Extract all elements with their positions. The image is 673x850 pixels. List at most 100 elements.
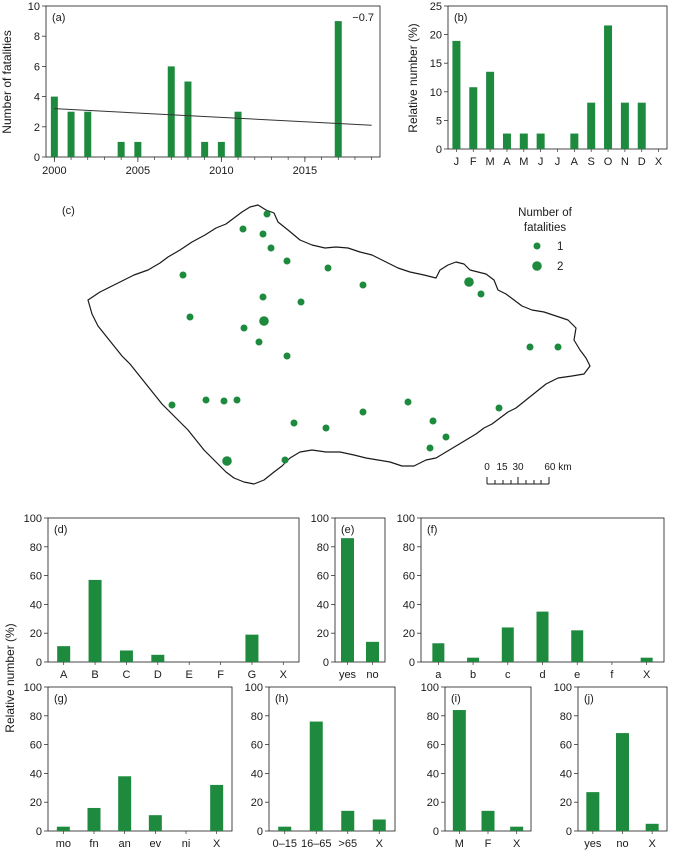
y-tick-label: 40 [427,768,439,780]
fatality-dot [426,444,434,452]
y-tick-label: 0 [34,152,40,164]
panel-g-chart: 0 20 40 60 80 100 (g) mo fn an ev ni X [24,682,233,850]
x-tick-label: D [154,669,162,681]
legend-title-line1: Number of [518,207,572,219]
bar [366,641,379,662]
fatality-dot [324,264,332,272]
x-tick-label: 2015 [293,165,317,177]
x-tick-label: mo [56,838,71,850]
x-tick-label: D [638,156,646,168]
trend-annotation: −0.7 [352,12,374,24]
panel-e-chart: 0 20 40 60 80 100 (e) yes no [311,513,386,681]
x-tick-label: J [538,156,544,168]
x-tick-label: E [186,669,193,681]
y-tick-label: 80 [30,711,42,723]
bar [587,102,596,149]
bar [245,634,259,662]
bar [148,815,162,831]
y-tick-label: 20 [560,797,572,809]
y-tick-label: 4 [34,92,40,104]
x-tick-label: M [455,838,464,850]
fatality-dot [297,298,305,306]
fatality-dot [255,338,263,346]
x-tick-label: A [503,156,511,168]
fatality-dot [263,210,271,218]
plot-frame [447,5,668,150]
panel-d-chart: 0 20 40 60 80 100 (d) A B C D E F G X [24,513,300,681]
bar [536,611,549,662]
y-tick-label: 15 [430,58,442,70]
fatality-dot [359,281,367,289]
x-tick-label: X [376,838,384,850]
bar [210,784,224,831]
x-tick-label: X [655,156,663,168]
y-tick-label: 60 [30,740,42,752]
y-tick-label: 2 [34,122,40,134]
fatality-dot [495,404,503,412]
bar [645,823,659,831]
y-tick-label: 60 [317,571,329,583]
x-tick-label: J [555,156,561,168]
x-tick-label: 0–15 [273,838,297,850]
fatality-dot [220,397,228,405]
x-tick-label: X [513,838,521,850]
panel-label: (e) [341,524,354,536]
country-border [87,204,591,485]
x-tick-label: an [119,838,131,850]
bar [620,102,629,149]
bar [640,657,653,662]
y-tick-label: 20 [317,628,329,640]
fatality-dot-two [464,277,474,287]
bar [117,141,125,157]
x-tick-label: fn [89,838,98,850]
panel-label: (c) [62,205,75,217]
bar [184,81,192,157]
x-tick-label: B [91,669,98,681]
panel-c-map: (c) [62,204,591,485]
x-tick-label: c [505,669,511,681]
y-tick-label: 40 [403,599,415,611]
bar [452,40,461,149]
x-tick-label: no [616,838,628,850]
bar [536,133,545,149]
x-tick-label: d [539,669,545,681]
y-tick-label: 20 [251,797,263,809]
plot-frame [47,686,233,832]
legend-label-one: 1 [557,241,563,253]
y-tick-label: 60 [403,571,415,583]
bar [571,630,584,662]
x-tick-label: C [122,669,130,681]
x-tick-label: F [485,838,492,850]
fatality-dot [233,396,241,404]
x-tick-label: M [486,156,495,168]
bar [278,826,292,831]
y-tick-label: 60 [251,740,263,752]
y-tick-label: 5 [436,115,442,127]
panel-i-chart: 0 20 40 60 80 100 (i) M F X [421,682,532,850]
x-tick-label: X [280,669,288,681]
plot-frame [334,517,386,663]
x-tick-label: G [248,669,257,681]
fatality-dot [526,343,534,351]
map-legend: Number of fatalities 1 2 [518,207,572,273]
fatality-dot [202,396,210,404]
fatality-dot [322,424,330,432]
bar [637,102,646,149]
bar [56,826,70,831]
y-tick-label: 100 [24,682,42,694]
bar [309,721,323,831]
scale-bar: 0 15 30 60 km [484,462,572,485]
y-tick-label: 0 [257,826,263,838]
x-tick-label: S [588,156,595,168]
bar [467,657,480,662]
y-tick-label: 80 [30,542,42,554]
x-tick-label: >65 [338,838,357,850]
bar [118,776,132,831]
y-tick-label: 6 [34,61,40,73]
y-tick-label: 80 [403,542,415,554]
bar [519,133,528,149]
plot-frame [45,5,381,158]
y-tick-label: 0 [36,657,42,669]
y-tick-label: 80 [317,542,329,554]
